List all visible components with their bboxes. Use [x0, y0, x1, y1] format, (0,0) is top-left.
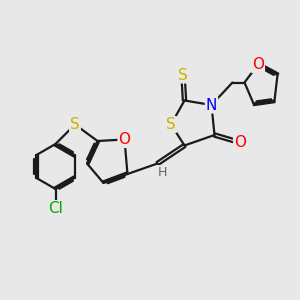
- Text: O: O: [118, 132, 130, 147]
- Text: H: H: [157, 166, 167, 179]
- Text: N: N: [206, 98, 217, 112]
- Text: S: S: [178, 68, 188, 82]
- Text: O: O: [234, 135, 246, 150]
- Text: S: S: [70, 117, 80, 132]
- Text: S: S: [166, 117, 176, 132]
- Text: O: O: [252, 57, 264, 72]
- Text: Cl: Cl: [48, 201, 63, 216]
